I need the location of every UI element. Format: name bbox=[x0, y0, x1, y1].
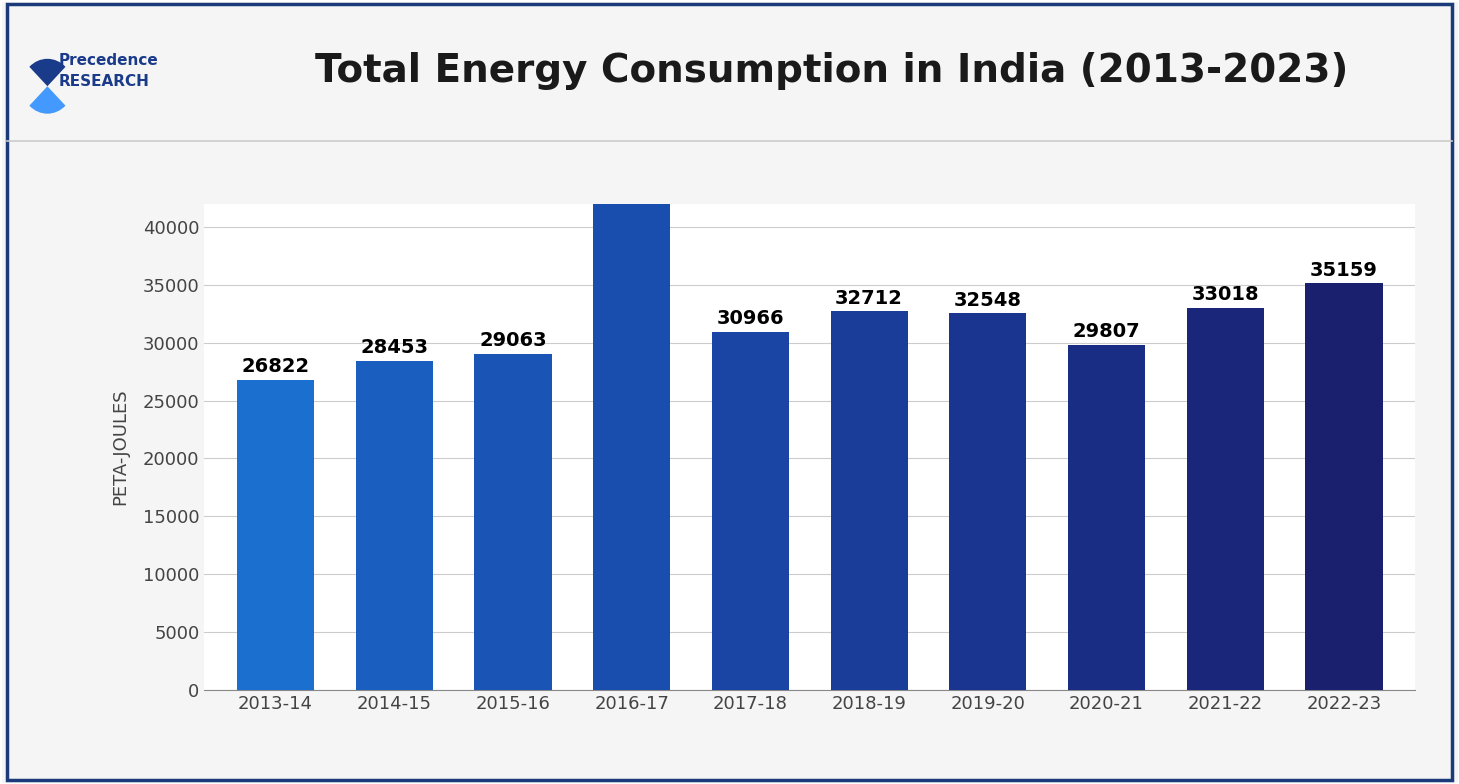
Text: Total Energy Consumption in India (2013-2023): Total Energy Consumption in India (2013-… bbox=[315, 52, 1348, 89]
Text: 30966: 30966 bbox=[716, 309, 783, 328]
Bar bbox=[712, 332, 789, 690]
Text: 29063: 29063 bbox=[479, 331, 547, 350]
Text: 29807: 29807 bbox=[1072, 322, 1141, 342]
Text: 28453: 28453 bbox=[360, 338, 427, 358]
Bar bbox=[236, 379, 314, 690]
Bar bbox=[830, 311, 907, 690]
Text: 32712: 32712 bbox=[835, 289, 903, 308]
Text: 26822: 26822 bbox=[241, 357, 309, 376]
Bar bbox=[1186, 308, 1263, 690]
Text: 35159: 35159 bbox=[1310, 260, 1377, 280]
Text: Precedence
RESEARCH: Precedence RESEARCH bbox=[58, 53, 158, 89]
Bar bbox=[356, 361, 433, 690]
Y-axis label: PETA-JOULES: PETA-JOULES bbox=[111, 389, 128, 505]
Bar bbox=[950, 314, 1027, 690]
Text: 32548: 32548 bbox=[954, 291, 1021, 310]
Bar bbox=[592, 0, 670, 690]
Text: 33018: 33018 bbox=[1192, 285, 1259, 304]
Wedge shape bbox=[29, 86, 66, 114]
Bar bbox=[474, 354, 552, 690]
Bar bbox=[1068, 345, 1145, 690]
Bar bbox=[1306, 283, 1383, 690]
Wedge shape bbox=[29, 59, 66, 86]
